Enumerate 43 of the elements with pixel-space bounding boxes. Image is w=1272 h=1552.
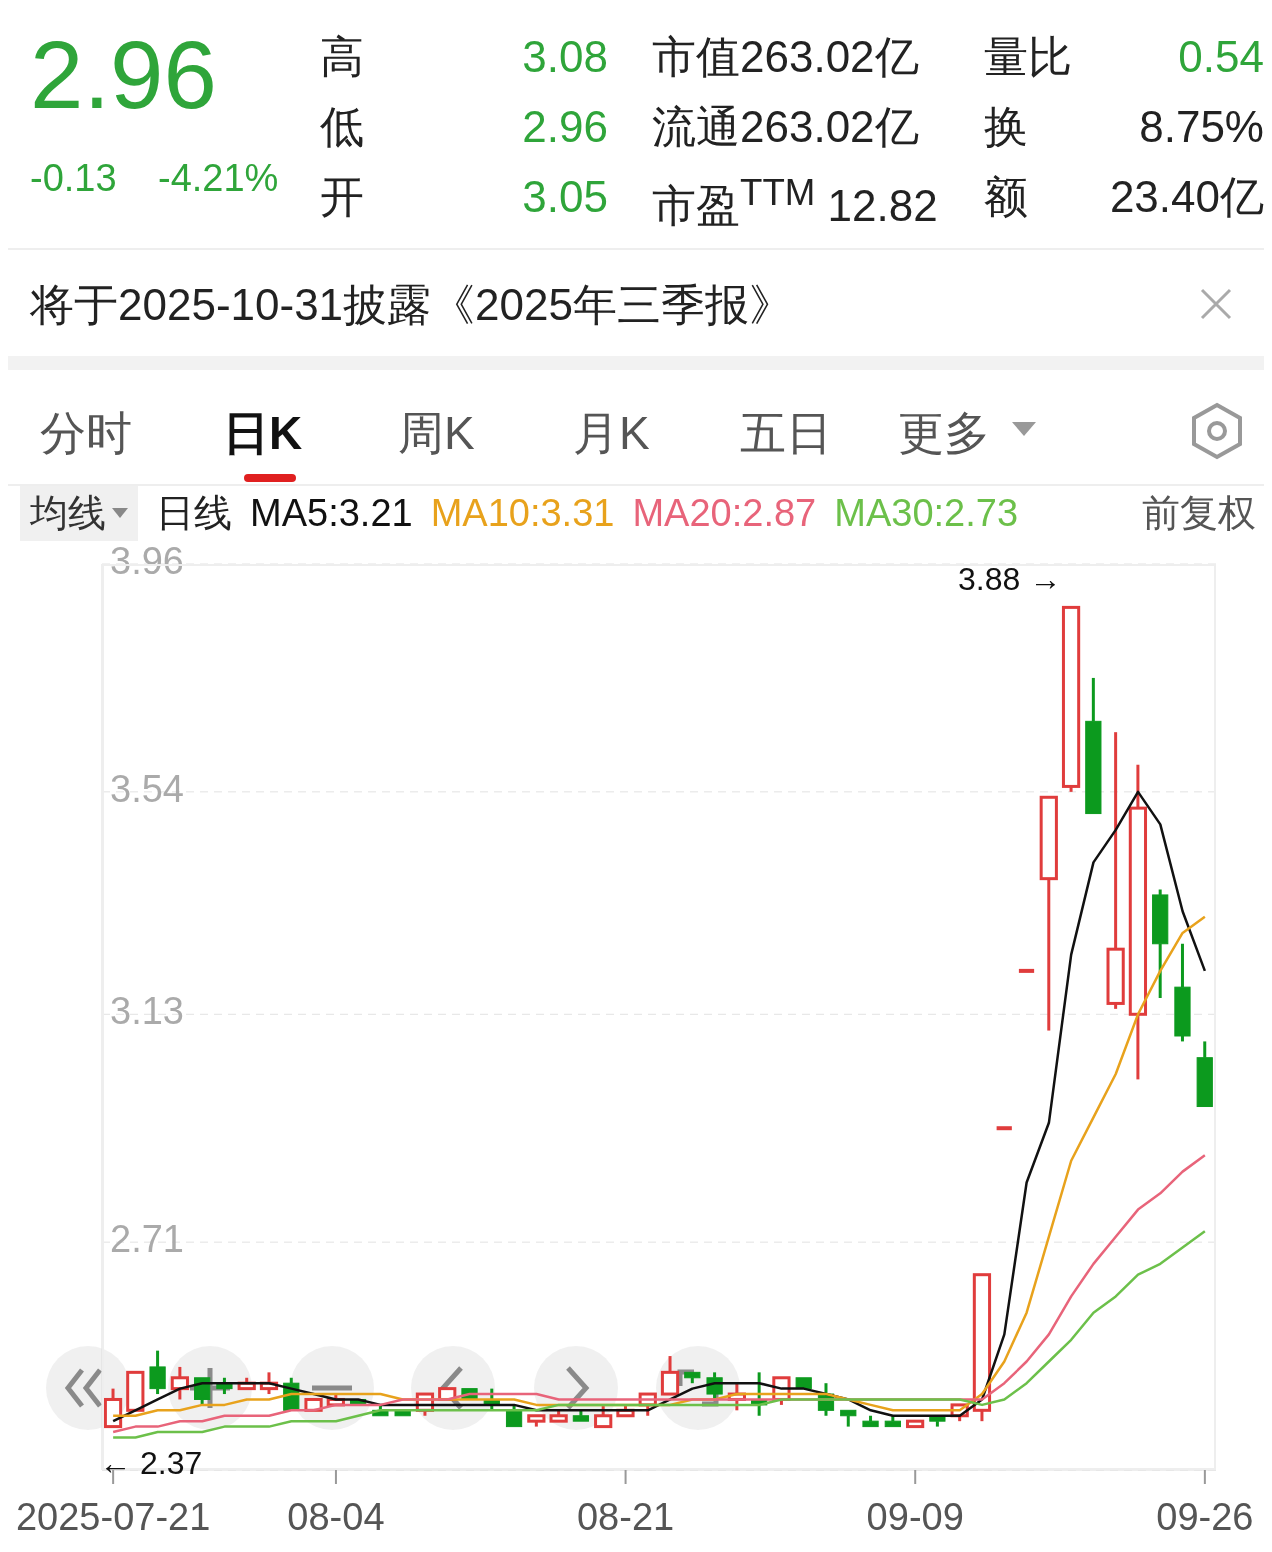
text: 前复权: [1142, 490, 1256, 536]
y-tick-label: 3.96: [110, 540, 184, 583]
text: 均线: [30, 490, 106, 536]
annotation: 3.88 →: [957, 561, 1062, 599]
text: 低: [320, 102, 364, 152]
text: 2.96: [30, 21, 217, 128]
text: 将于2025-10-31披露《2025年三季报》: [30, 279, 793, 331]
text: 2.96: [521, 102, 608, 152]
text: -4.21%: [158, 157, 279, 200]
text: 换: [984, 102, 1028, 152]
x-tick-label: 08-04: [287, 1496, 385, 1538]
annotation: ← 2.37: [99, 1444, 203, 1482]
text: MA20:2.87: [632, 491, 817, 535]
text: 日K: [223, 406, 303, 461]
text: 8.75%: [1138, 102, 1264, 152]
x-tick-label: 08-21: [576, 1496, 675, 1538]
text: MA30:2.73: [834, 491, 1019, 535]
y-tick-label: 3.13: [110, 990, 184, 1033]
text: 更多: [898, 406, 990, 461]
x-tick-label: 09-09: [866, 1496, 964, 1538]
text: 3.05: [521, 172, 608, 222]
text: 市盈$^{TTM}$ 12.82: [652, 172, 938, 231]
text: 分时: [40, 406, 132, 461]
text: 高: [320, 32, 364, 82]
text: 3.08: [521, 32, 608, 82]
text: 0.54: [1177, 32, 1264, 82]
text: 23.40亿: [1108, 172, 1264, 222]
text: MA10:3.31: [430, 491, 615, 535]
y-tick-label: 3.54: [110, 767, 184, 810]
text: 开: [320, 172, 364, 222]
x-tick-label: 2025-07-21: [15, 1496, 211, 1538]
text: 五日: [740, 406, 832, 461]
text: 周K: [398, 406, 475, 461]
text: 月K: [573, 406, 650, 461]
text: 日线: [156, 490, 232, 536]
text: 量比: [984, 32, 1072, 82]
text: -0.13: [30, 157, 117, 200]
x-tick-label: 09-26: [1156, 1496, 1254, 1538]
text: MA5:3.21: [250, 491, 413, 535]
y-tick-label: 2.71: [110, 1218, 184, 1261]
text: 流通263.02亿: [652, 102, 919, 152]
text: 市值263.02亿: [652, 32, 919, 82]
text: 额: [984, 172, 1028, 222]
